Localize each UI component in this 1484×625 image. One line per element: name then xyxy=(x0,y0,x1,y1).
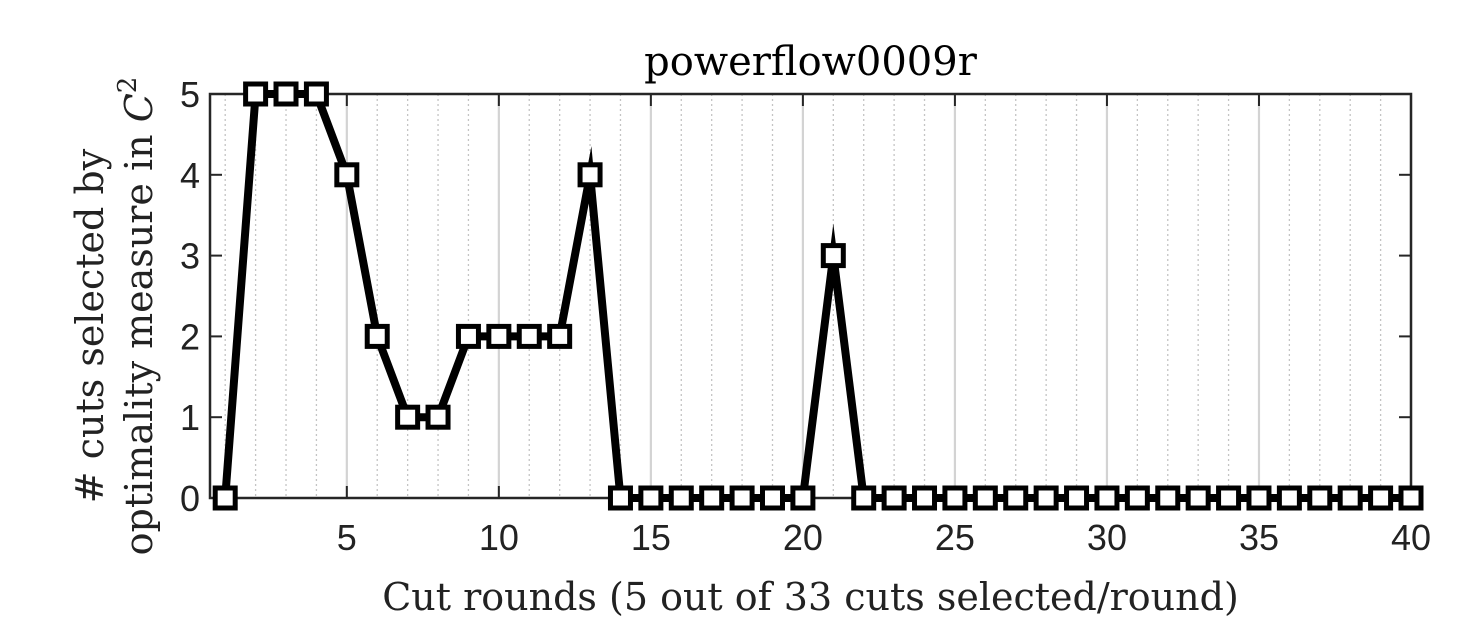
y-axis-label-line-2-text: optimality measure in xyxy=(117,134,161,555)
data-point-marker xyxy=(729,485,755,511)
data-point-marker xyxy=(303,81,329,107)
data-point-marker xyxy=(547,323,573,349)
data-point-marker xyxy=(1368,485,1394,511)
x-tick-label: 30 xyxy=(1087,517,1127,558)
y-tick-label: 1 xyxy=(180,397,200,438)
data-point-marker xyxy=(425,404,451,430)
grid-lines xyxy=(224,94,1413,498)
data-point-marker xyxy=(1124,485,1150,511)
x-tick-label: 25 xyxy=(935,517,975,558)
data-point-marker xyxy=(820,243,846,269)
data-point-marker xyxy=(607,485,633,511)
data-point-marker xyxy=(881,485,907,511)
data-point-marker xyxy=(1064,485,1090,511)
data-point-marker xyxy=(395,404,421,430)
data-point-marker xyxy=(1337,485,1363,511)
data-point-marker xyxy=(1185,485,1211,511)
x-tick-label: 20 xyxy=(783,517,823,558)
x-axis-label: Cut rounds (5 out of 33 cuts selected/ro… xyxy=(382,575,1239,619)
data-point-marker xyxy=(212,485,238,511)
x-tick-label: 40 xyxy=(1391,517,1431,558)
y-axis-label: # cuts selected by optimality measure in… xyxy=(68,77,161,556)
series-line xyxy=(221,90,1411,502)
y-tick-label: 3 xyxy=(180,236,200,277)
data-point-marker xyxy=(668,485,694,511)
y-axis-label-math: C xyxy=(117,93,161,122)
x-tick-label: 5 xyxy=(337,517,357,558)
data-point-marker xyxy=(972,485,998,511)
x-tick-label: 15 xyxy=(631,517,671,558)
series-layer xyxy=(212,81,1424,511)
data-point-marker xyxy=(790,485,816,511)
data-point-marker xyxy=(942,485,968,511)
data-point-marker xyxy=(1398,485,1424,511)
data-point-marker xyxy=(1033,485,1059,511)
y-axis-label-line-2: optimality measure in C2 xyxy=(113,77,161,556)
y-axis-label-math-sup: 2 xyxy=(113,77,143,94)
data-point-marker xyxy=(851,485,877,511)
data-point-marker xyxy=(273,81,299,107)
axis-ticks: 5 10 15 20 25 30 35 40 0 1 2 3 4 5 xyxy=(180,74,1431,558)
data-point-marker xyxy=(638,485,664,511)
data-point-marker xyxy=(699,485,725,511)
data-point-marker xyxy=(1216,485,1242,511)
data-point-marker xyxy=(516,323,542,349)
data-point-marker xyxy=(1155,485,1181,511)
x-tick-label: 35 xyxy=(1239,517,1279,558)
data-point-marker xyxy=(1276,485,1302,511)
data-point-marker xyxy=(1246,485,1272,511)
y-tick-label: 4 xyxy=(180,155,200,196)
data-point-marker xyxy=(455,323,481,349)
data-point-marker xyxy=(1094,485,1120,511)
data-point-marker xyxy=(364,323,390,349)
data-point-marker xyxy=(486,323,512,349)
data-point-marker xyxy=(759,485,785,511)
y-tick-label: 2 xyxy=(180,316,200,357)
chart-title: powerflow0009r xyxy=(644,39,978,85)
y-tick-label: 5 xyxy=(180,74,200,115)
data-point-marker xyxy=(577,162,603,188)
data-point-marker xyxy=(1307,485,1333,511)
y-axis-label-line-1: # cuts selected by xyxy=(68,148,112,503)
data-point-marker xyxy=(243,81,269,107)
data-point-marker xyxy=(1003,485,1029,511)
y-tick-label: 0 xyxy=(180,478,200,519)
data-point-marker xyxy=(912,485,938,511)
data-point-marker xyxy=(334,162,360,188)
x-tick-label: 10 xyxy=(479,517,519,558)
